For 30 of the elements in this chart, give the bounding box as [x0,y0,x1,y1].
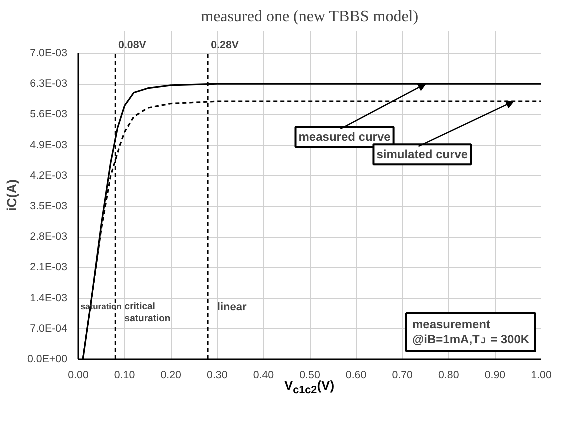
y-tick-label: 6.3E-03 [30,78,68,90]
x-tick-label: 1.00 [531,370,552,382]
y-tick-label: 5.6E-03 [30,108,68,121]
ref-line-label: 0.08V [118,40,148,52]
y-tick-label: 4.9E-03 [30,139,68,152]
y-tick-label: 4.2E-03 [30,170,68,182]
x-tick-label: 0.70 [392,370,414,382]
ref-line-label: 0.28V [211,40,240,52]
annotation: critical saturation [124,302,171,324]
x-tick-label: 0.60 [346,370,367,382]
y-tick-label: 1.4E-03 [30,292,68,304]
x-tick-label: 0.90 [484,370,506,382]
y-tick-label: 3.5E-03 [30,200,68,212]
x-tick-label: 0.10 [114,370,136,382]
y-tick-label: 7.0E-04 [30,322,68,335]
annotation: measured curve [298,130,392,144]
x-tick-label: 0.30 [207,370,228,382]
chart-title: measured one (new TBBS model) [201,8,419,26]
annotation: simulated curve [376,148,468,162]
y-axis-title: iC(A) [4,180,20,212]
x-tick-label: 0.20 [160,370,182,382]
y-tick-label: 2.1E-03 [30,262,68,274]
annotation: measurement @iB=1mA,TJ = 300K [412,318,530,346]
x-tick-label: 0.80 [438,370,460,382]
x-tick-label: 0.00 [68,370,89,382]
y-tick-label: 0.0E+00 [28,354,68,366]
y-tick-label: 7.0E-03 [30,48,68,60]
x-tick-label: 0.40 [253,370,274,382]
y-tick-label: 2.8E-03 [30,231,68,244]
annotation: linear [217,302,248,314]
